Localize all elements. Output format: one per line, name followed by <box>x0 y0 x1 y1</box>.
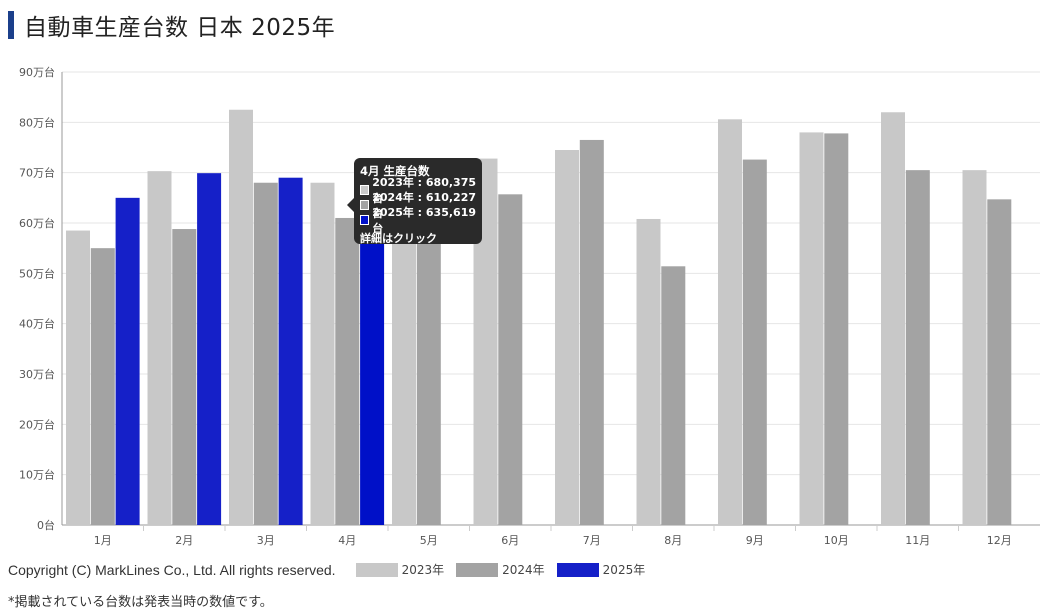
bar-2023年-2月[interactable] <box>147 171 172 525</box>
tooltip-row-2023: 2023年 : 680,375台 <box>360 176 476 205</box>
bar-2023年-5月[interactable] <box>392 225 416 525</box>
bar-2023年-3月[interactable] <box>229 109 253 525</box>
bar-2023年-1月[interactable] <box>66 230 90 526</box>
y-axis-ticks: 0台 10万台 20万台 30万台 40万台 50万台 60万台 70万台 80万台 90万台 <box>19 65 55 532</box>
x-tick-label: 10月 <box>824 534 849 547</box>
tooltip-value-2023: 2023年 : 680,375台 <box>372 175 477 205</box>
data-tooltip[interactable]: 4月 生産台数 2023年 : 680,375台 2024年 : 610,227… <box>347 158 482 245</box>
legend-item-2023[interactable]: 2023年 <box>355 561 445 578</box>
bar-2023年-4月[interactable] <box>310 182 335 525</box>
y-tick-label: 30万台 <box>19 367 55 381</box>
footer: Copyright (C) MarkLines Co., Ltd. All ri… <box>8 561 657 578</box>
tooltip-value-2025: 2025年 : 635,619台 <box>372 205 477 235</box>
chart-legend: 2023年 2024年 2025年 <box>355 561 658 578</box>
y-tick-label: 80万台 <box>19 115 55 129</box>
legend-swatch-2024 <box>456 562 499 577</box>
tooltip-value-2024: 2024年 : 610,227台 <box>372 190 477 220</box>
bar-2023年-8月[interactable] <box>636 218 661 525</box>
y-tick-label: 10万台 <box>19 468 55 482</box>
legend-item-2024[interactable]: 2024年 <box>456 561 545 578</box>
x-tick-label: 4月 <box>338 534 356 547</box>
y-tick-label: 90万台 <box>19 65 55 79</box>
legend-label-2025: 2025年 <box>602 563 646 577</box>
x-axis-ticks: 1月 2月 3月 4月 5月 6月 7月 8月 9月 10月 11月 12月 <box>94 525 1012 547</box>
tooltip-title: 4月 生産台数 <box>360 164 430 178</box>
x-tick-label: 12月 <box>987 534 1012 547</box>
legend-swatch-2023 <box>355 562 398 577</box>
bar-2024年-1月[interactable] <box>90 248 115 525</box>
y-tick-label: 40万台 <box>19 317 55 331</box>
bar-2023年-7月[interactable] <box>555 150 579 525</box>
tooltip-row-2024: 2024年 : 610,227台 <box>360 191 476 220</box>
chart-title-block: 自動車生産台数 日本 2025年 <box>8 10 336 41</box>
x-tick-label: 8月 <box>664 534 682 547</box>
y-tick-label: 50万台 <box>19 266 55 280</box>
bar-2023年-12月[interactable] <box>962 170 987 525</box>
x-tick-label: 3月 <box>257 534 275 547</box>
tooltip-details-link[interactable]: 詳細はクリック <box>360 232 437 245</box>
grid-lines <box>61 71 1040 526</box>
tooltip-swatch-2024 <box>360 199 370 210</box>
bar-2024年-4月[interactable] <box>335 217 360 525</box>
bar-2024年-10月[interactable] <box>824 133 849 525</box>
tooltip-swatch-2023 <box>360 184 370 195</box>
bar-2025年-2月[interactable] <box>197 173 222 526</box>
bar-2025年-3月[interactable] <box>278 177 303 525</box>
x-tick-label: 1月 <box>94 534 112 547</box>
x-tick-label: 7月 <box>583 534 601 547</box>
bar-2024年-12月[interactable] <box>987 199 1012 526</box>
bar-2024年-8月[interactable] <box>661 266 686 525</box>
page-title: 自動車生産台数 日本 2025年 <box>24 15 336 41</box>
legend-label-2024: 2024年 <box>502 563 545 577</box>
x-tick-label: 2月 <box>175 534 193 547</box>
bar-2023年-9月[interactable] <box>718 119 742 526</box>
bar-2024年-11月[interactable] <box>905 170 930 525</box>
bar-2024年-3月[interactable] <box>253 182 278 525</box>
x-tick-label: 11月 <box>905 534 930 547</box>
tooltip-swatch-2025 <box>360 214 370 225</box>
bar-2023年-10月[interactable] <box>799 132 824 525</box>
tooltip-row-2025: 2025年 : 635,619台 <box>360 206 476 235</box>
footnote: *掲載されている台数は発表当時の数値です。 <box>8 595 273 610</box>
y-tick-label: 20万台 <box>19 417 55 431</box>
bar-series <box>66 109 1012 526</box>
x-tick-label: 6月 <box>501 534 519 547</box>
bar-2024年-5月[interactable] <box>416 228 441 526</box>
legend-label-2023: 2023年 <box>401 563 445 577</box>
bar-2024年-7月[interactable] <box>579 139 604 525</box>
copyright-text: Copyright (C) MarkLines Co., Ltd. All ri… <box>8 561 336 578</box>
x-tick-label: 9月 <box>746 534 764 547</box>
bar-2024年-2月[interactable] <box>172 229 197 526</box>
bar-2025年-1月[interactable] <box>115 197 140 526</box>
bar-2025年-4月[interactable] <box>360 204 385 525</box>
title-accent-bar <box>8 11 14 39</box>
bar-2024年-9月[interactable] <box>742 159 767 525</box>
legend-item-2025[interactable]: 2025年 <box>556 561 646 578</box>
y-tick-label: 70万台 <box>19 166 55 180</box>
y-tick-label: 60万台 <box>19 216 55 230</box>
bar-2024年-6月[interactable] <box>498 194 523 525</box>
bar-2023年-11月[interactable] <box>881 112 905 525</box>
legend-swatch-2025 <box>556 562 599 577</box>
x-tick-label: 5月 <box>420 534 438 547</box>
bar-chart[interactable]: 0台 10万台 20万台 30万台 40万台 50万台 60万台 70万台 80万台 90万台 1… <box>0 55 1056 555</box>
y-tick-label: 0台 <box>37 518 55 532</box>
